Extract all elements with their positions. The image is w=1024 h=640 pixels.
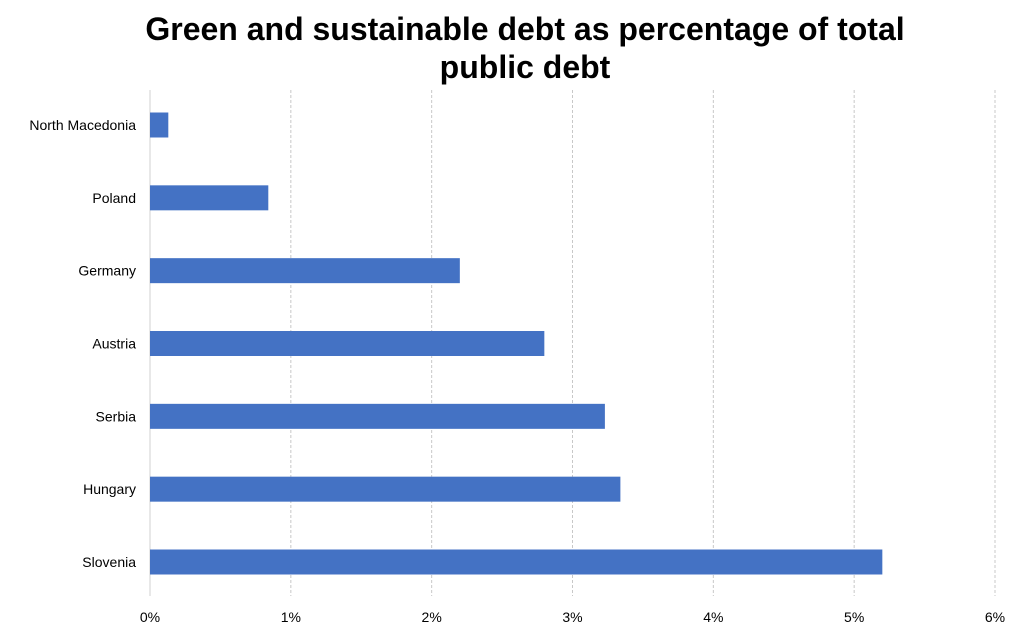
category-label: Austria [92, 336, 136, 352]
chart-title-line-1: Green and sustainable debt as percentage… [145, 11, 905, 47]
x-tick-label: 0% [140, 609, 160, 625]
bar [150, 403, 605, 429]
category-label: Slovenia [82, 554, 136, 570]
bar [150, 549, 883, 575]
category-label: North Macedonia [29, 117, 136, 133]
x-tick-label: 3% [562, 609, 582, 625]
category-label: Hungary [83, 481, 136, 497]
x-tick-labels: 0% 1% 2% 3% 4% 5% 6% [140, 609, 1005, 625]
bar [150, 258, 460, 284]
chart-title: Green and sustainable debt as percentage… [0, 10, 1024, 86]
bars [150, 112, 883, 575]
bar [150, 185, 269, 211]
bar [150, 331, 545, 356]
x-tick-label: 6% [985, 609, 1005, 625]
x-tick-label: 2% [422, 609, 442, 625]
bar [150, 476, 621, 502]
x-tick-label: 5% [844, 609, 864, 625]
category-label: Germany [78, 263, 136, 279]
x-tick-label: 1% [281, 609, 301, 625]
category-label: Poland [92, 190, 136, 206]
x-tick-label: 4% [703, 609, 723, 625]
category-labels: North Macedonia Poland Germany Austria Serbi… [29, 117, 136, 570]
chart-title-line-2: public debt [439, 49, 611, 85]
bar [150, 112, 169, 138]
category-label: Serbia [96, 408, 137, 424]
